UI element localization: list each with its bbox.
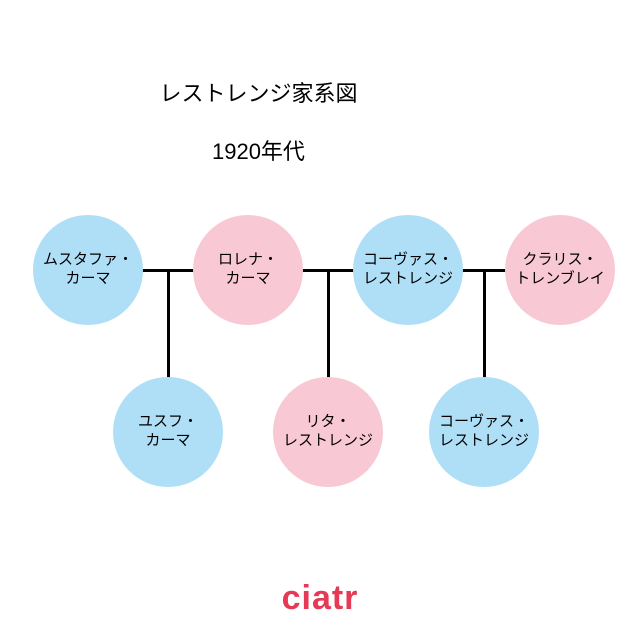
person-label: コーヴァス・ レストレンジ bbox=[363, 251, 453, 289]
connector-v-2 bbox=[483, 270, 486, 379]
person-label: ロレナ・ カーマ bbox=[218, 251, 278, 289]
person-lorena: ロレナ・ カーマ bbox=[193, 215, 303, 325]
person-label: コーヴァス・ レストレンジ bbox=[439, 413, 529, 451]
person-clarisse: クラリス・ トレンブレイ bbox=[505, 215, 615, 325]
family-tree-canvas: レストレンジ家系図 1920年代 ciatr ムスタファ・ カーマ ロレナ・ カー… bbox=[0, 0, 640, 640]
person-label: クラリス・ トレンブレイ bbox=[515, 251, 605, 289]
title-line2: 1920年代 bbox=[212, 139, 305, 164]
person-yusuf: ユスフ・ カーマ bbox=[113, 377, 223, 487]
title-line1: レストレンジ家系図 bbox=[159, 81, 357, 106]
person-mustafa: ムスタファ・ カーマ bbox=[33, 215, 143, 325]
person-label: ムスタファ・ カーマ bbox=[43, 251, 133, 289]
brand-logo: ciatr bbox=[282, 579, 359, 618]
person-corvus2: コーヴァス・ レストレンジ bbox=[429, 377, 539, 487]
person-label: ユスフ・ カーマ bbox=[138, 413, 198, 451]
person-corvus1: コーヴァス・ レストレンジ bbox=[353, 215, 463, 325]
connector-v-0 bbox=[167, 270, 170, 379]
diagram-title: レストレンジ家系図 1920年代 bbox=[135, 50, 357, 192]
person-leta: リタ・ レストレンジ bbox=[273, 377, 383, 487]
connector-v-1 bbox=[327, 270, 330, 379]
person-label: リタ・ レストレンジ bbox=[283, 413, 373, 451]
